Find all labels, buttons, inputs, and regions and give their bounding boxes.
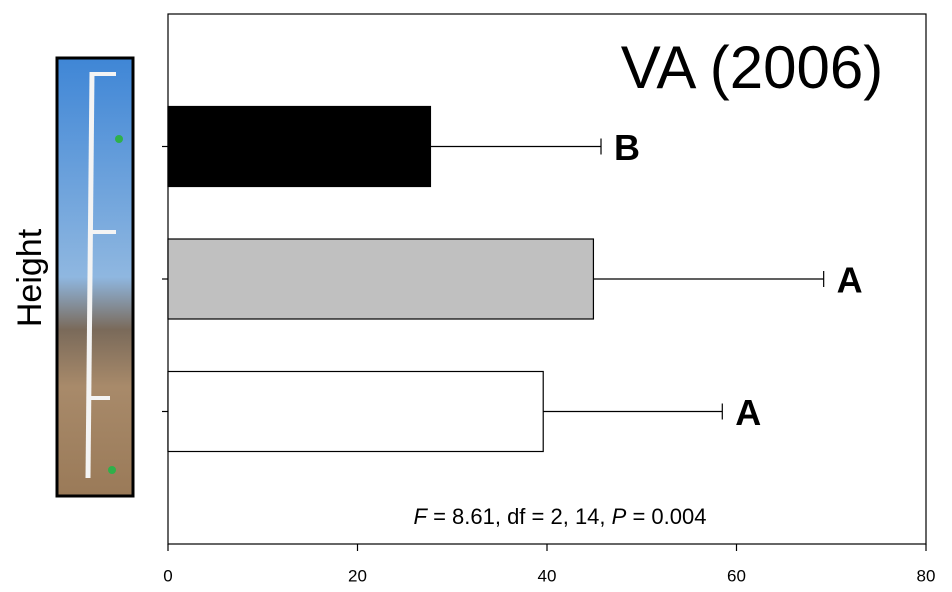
significance-letter: A [735,392,761,433]
chart-title: VA (2006) [621,34,883,101]
annotation-part: F [414,504,429,529]
significance-letter: A [837,260,863,301]
x-tick-label: 0 [163,566,172,585]
significance-letter: B [614,127,640,168]
x-tick-label: 20 [348,566,367,585]
annotation: F = 8.61, df = 2, 14, P = 0.004 [414,504,707,529]
x-tick-label: 80 [917,566,936,585]
y-axis-label: Height [11,228,49,327]
bar [167,238,595,320]
bar [167,105,432,188]
bar [167,370,544,453]
photo [55,56,135,498]
annotation-part: = 8.61, df = 2, 14, [427,504,612,529]
annotation-part: = 0.004 [626,504,706,529]
x-tick-label: 60 [727,566,746,585]
annotation-part: P [612,504,627,529]
x-tick-label: 40 [538,566,557,585]
